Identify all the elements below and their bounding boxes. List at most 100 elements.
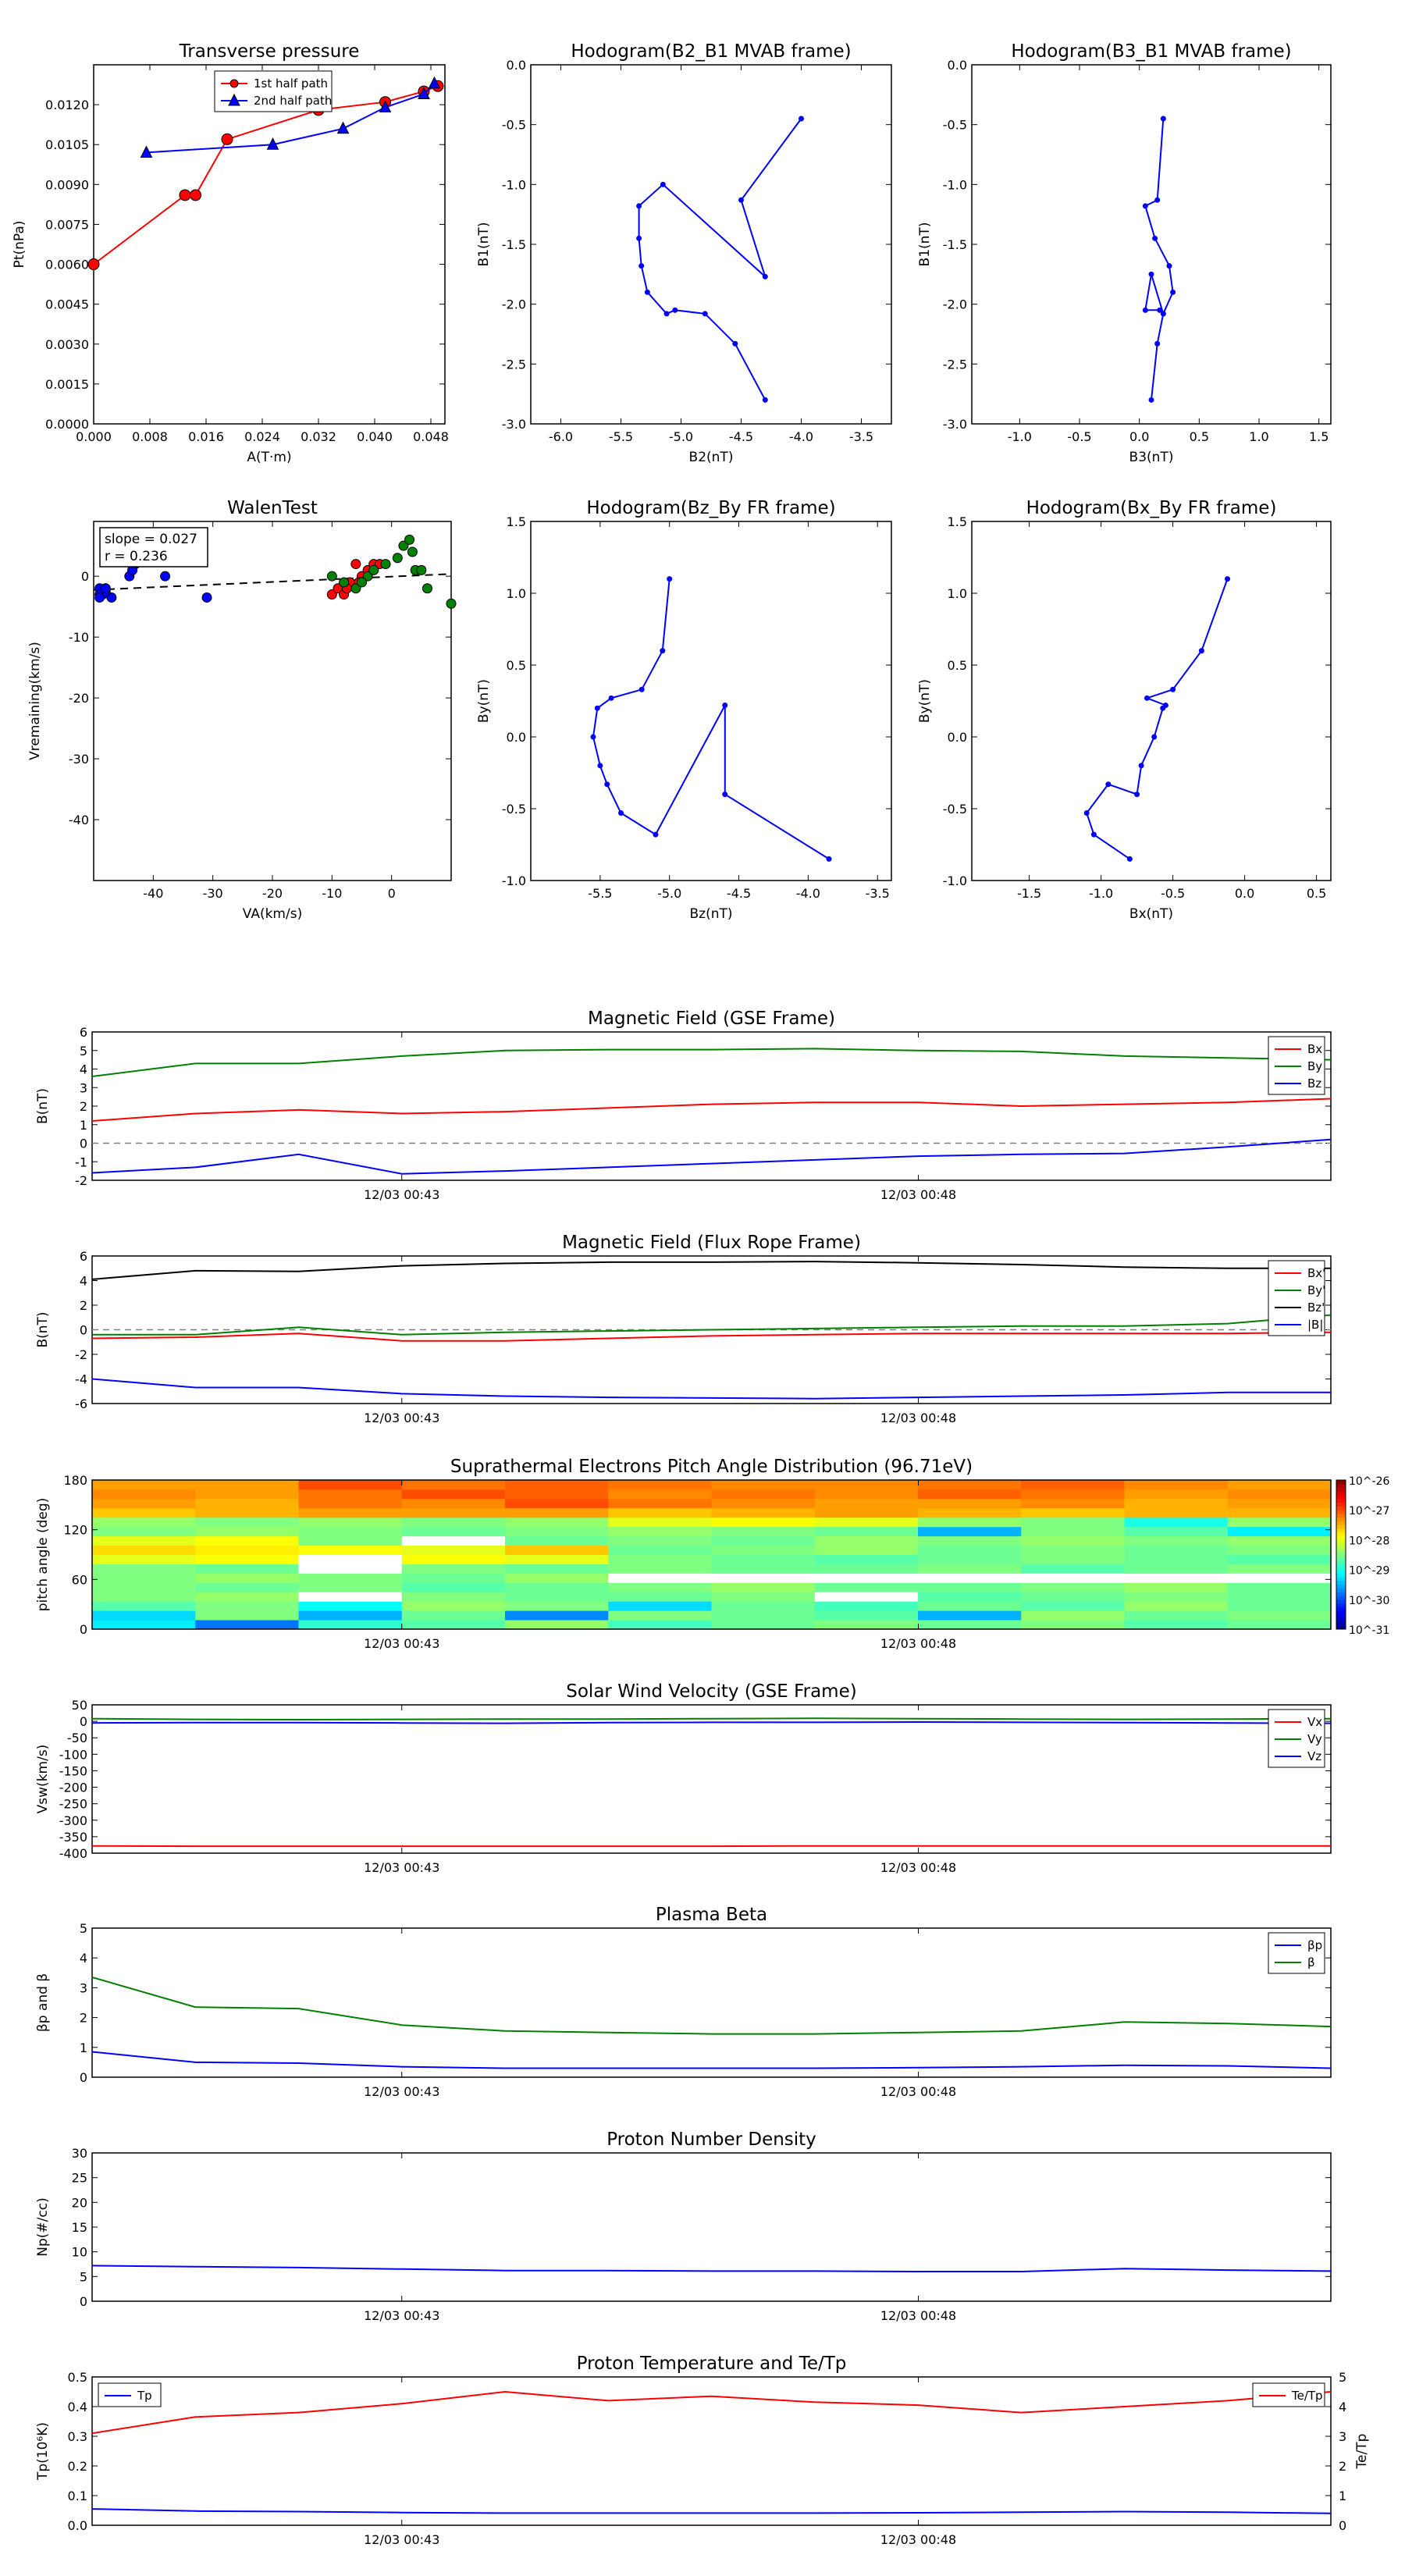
heatmap-cell bbox=[1227, 1582, 1332, 1592]
y-axis-label: Vremaining(km/s) bbox=[27, 642, 43, 760]
x-tick-label: -1.5 bbox=[1017, 886, 1041, 901]
colorbar-cell bbox=[1336, 1610, 1346, 1615]
heatmap-cell bbox=[92, 1601, 196, 1611]
heatmap-cell bbox=[298, 1480, 403, 1490]
heatmap-cell bbox=[918, 1507, 1022, 1518]
legend-label: |B| bbox=[1307, 1318, 1323, 1332]
data-point bbox=[446, 598, 457, 609]
y-tick-label: -10 bbox=[69, 630, 89, 645]
chart-title: Magnetic Field (GSE Frame) bbox=[588, 1009, 835, 1029]
panel-mag_gse: Magnetic Field (GSE Frame) -2 -1 0 1 2 3 4 5 6 12/… bbox=[35, 1009, 1332, 1202]
heatmap-cell bbox=[401, 1507, 506, 1518]
heatmap-cell bbox=[711, 1545, 816, 1555]
data-point bbox=[638, 263, 645, 269]
heatmap-cell bbox=[195, 1489, 299, 1500]
chart-title: Transverse pressure bbox=[179, 41, 360, 62]
x-tick-label: -3.5 bbox=[849, 429, 873, 444]
heatmap-cell bbox=[298, 1601, 403, 1611]
x-tick-label: -0.5 bbox=[1067, 429, 1091, 444]
data-point bbox=[594, 705, 600, 711]
chart-title: Hodogram(B3_B1 MVAB frame) bbox=[1011, 41, 1291, 62]
heatmap-cell bbox=[1227, 1517, 1332, 1528]
y-tick-label: -250 bbox=[59, 1797, 87, 1812]
y-tick-label: 15 bbox=[72, 2220, 87, 2235]
panel-vsw: Solar Wind Velocity (GSE Frame) -400-350 -… bbox=[35, 1681, 1332, 1875]
colorbar-cell bbox=[1336, 1521, 1346, 1525]
heatmap-cell bbox=[1124, 1507, 1229, 1518]
data-point bbox=[636, 203, 642, 209]
colorbar-cell bbox=[1336, 1546, 1346, 1552]
data-point bbox=[1154, 197, 1161, 203]
data-point bbox=[179, 189, 191, 201]
colorbar-cell bbox=[1336, 1539, 1346, 1544]
colorbar-cell bbox=[1336, 1513, 1346, 1518]
y-tick-label: 30 bbox=[72, 2146, 87, 2161]
data-point bbox=[1154, 340, 1161, 347]
y-tick-label: -3.0 bbox=[943, 417, 967, 432]
data-point bbox=[597, 763, 603, 769]
heatmap-cell bbox=[814, 1573, 919, 1583]
heatmap-cell bbox=[1021, 1554, 1125, 1564]
chart-title: Plasma Beta bbox=[656, 1905, 767, 1925]
y-axis-label: B1(nT) bbox=[476, 222, 492, 267]
data-point bbox=[350, 559, 361, 570]
axes-frame bbox=[93, 521, 452, 881]
heatmap-cell bbox=[1124, 1545, 1229, 1555]
x-tick-label: -4.5 bbox=[727, 886, 751, 901]
y-axis-label: By(nT) bbox=[476, 679, 492, 723]
colorbar-cell bbox=[1336, 1525, 1346, 1529]
y-tick-label: -0.5 bbox=[502, 118, 526, 133]
colorbar-cell bbox=[1336, 1565, 1346, 1571]
heatmap-cell bbox=[1021, 1498, 1125, 1509]
heatmap-cell bbox=[1124, 1554, 1229, 1564]
heatmap-cell bbox=[711, 1582, 816, 1592]
heatmap-cell bbox=[1227, 1498, 1332, 1509]
heatmap-cell bbox=[1124, 1517, 1229, 1528]
heatmap-cell bbox=[195, 1507, 299, 1518]
x-tick-label: -5.0 bbox=[657, 886, 681, 901]
heatmap-cell bbox=[298, 1526, 403, 1537]
axes-frame bbox=[93, 64, 446, 425]
time-tick-label: 12/03 00:43 bbox=[364, 1187, 439, 1202]
data-point bbox=[732, 340, 738, 347]
data-point bbox=[722, 792, 728, 798]
colorbar-cell bbox=[1336, 1502, 1346, 1507]
x-tick-label: -10 bbox=[322, 886, 342, 901]
heatmap-cell bbox=[401, 1601, 506, 1611]
colorbar-cell bbox=[1336, 1558, 1346, 1563]
y-tick-label: 1.5 bbox=[507, 514, 526, 529]
series-line bbox=[91, 2390, 1332, 2435]
y-axis-label: Vsw(km/s) bbox=[35, 1745, 51, 1814]
legend-label: By' bbox=[1307, 1283, 1325, 1297]
data-point bbox=[1225, 576, 1231, 582]
y2-tick-label: 1 bbox=[1339, 2489, 1346, 2503]
y-tick-label: -3.0 bbox=[502, 417, 526, 432]
data-point bbox=[1152, 235, 1158, 241]
heatmap-cell bbox=[195, 1582, 299, 1592]
colorbar-cell bbox=[1336, 1592, 1346, 1596]
data-point bbox=[418, 87, 430, 99]
heatmap-cell bbox=[814, 1564, 919, 1574]
heatmap-cell bbox=[918, 1573, 1022, 1583]
y-tick-label: 0 bbox=[80, 1137, 87, 1151]
legend-label: βp bbox=[1307, 1938, 1322, 1952]
time-tick-label: 12/03 00:48 bbox=[880, 2532, 956, 2547]
heatmap-cell bbox=[92, 1582, 196, 1592]
x-tick-label: 0.040 bbox=[357, 429, 393, 444]
series-line bbox=[91, 2051, 1332, 2069]
y-tick-label: -20 bbox=[69, 691, 89, 706]
x-tick-label: -4.0 bbox=[796, 886, 820, 901]
heatmap-cell bbox=[1227, 1480, 1332, 1490]
heatmap-cell bbox=[1021, 1489, 1125, 1500]
heatmap-cell bbox=[814, 1507, 919, 1518]
chart-title: Solar Wind Velocity (GSE Frame) bbox=[566, 1681, 856, 1702]
panel-tp: Transverse pressure 0.000 0.008 0.016 0.024 0… bbox=[12, 41, 449, 465]
heatmap-cell bbox=[1227, 1526, 1332, 1537]
heatmap-cell bbox=[711, 1535, 816, 1546]
y-tick-label: 50 bbox=[72, 1698, 87, 1713]
y-tick-label: 0.0105 bbox=[45, 137, 89, 152]
heatmap-cell bbox=[814, 1517, 919, 1528]
data-point bbox=[428, 76, 441, 89]
y-axis-label: Np(#/cc) bbox=[35, 2197, 51, 2256]
data-point bbox=[826, 856, 832, 862]
